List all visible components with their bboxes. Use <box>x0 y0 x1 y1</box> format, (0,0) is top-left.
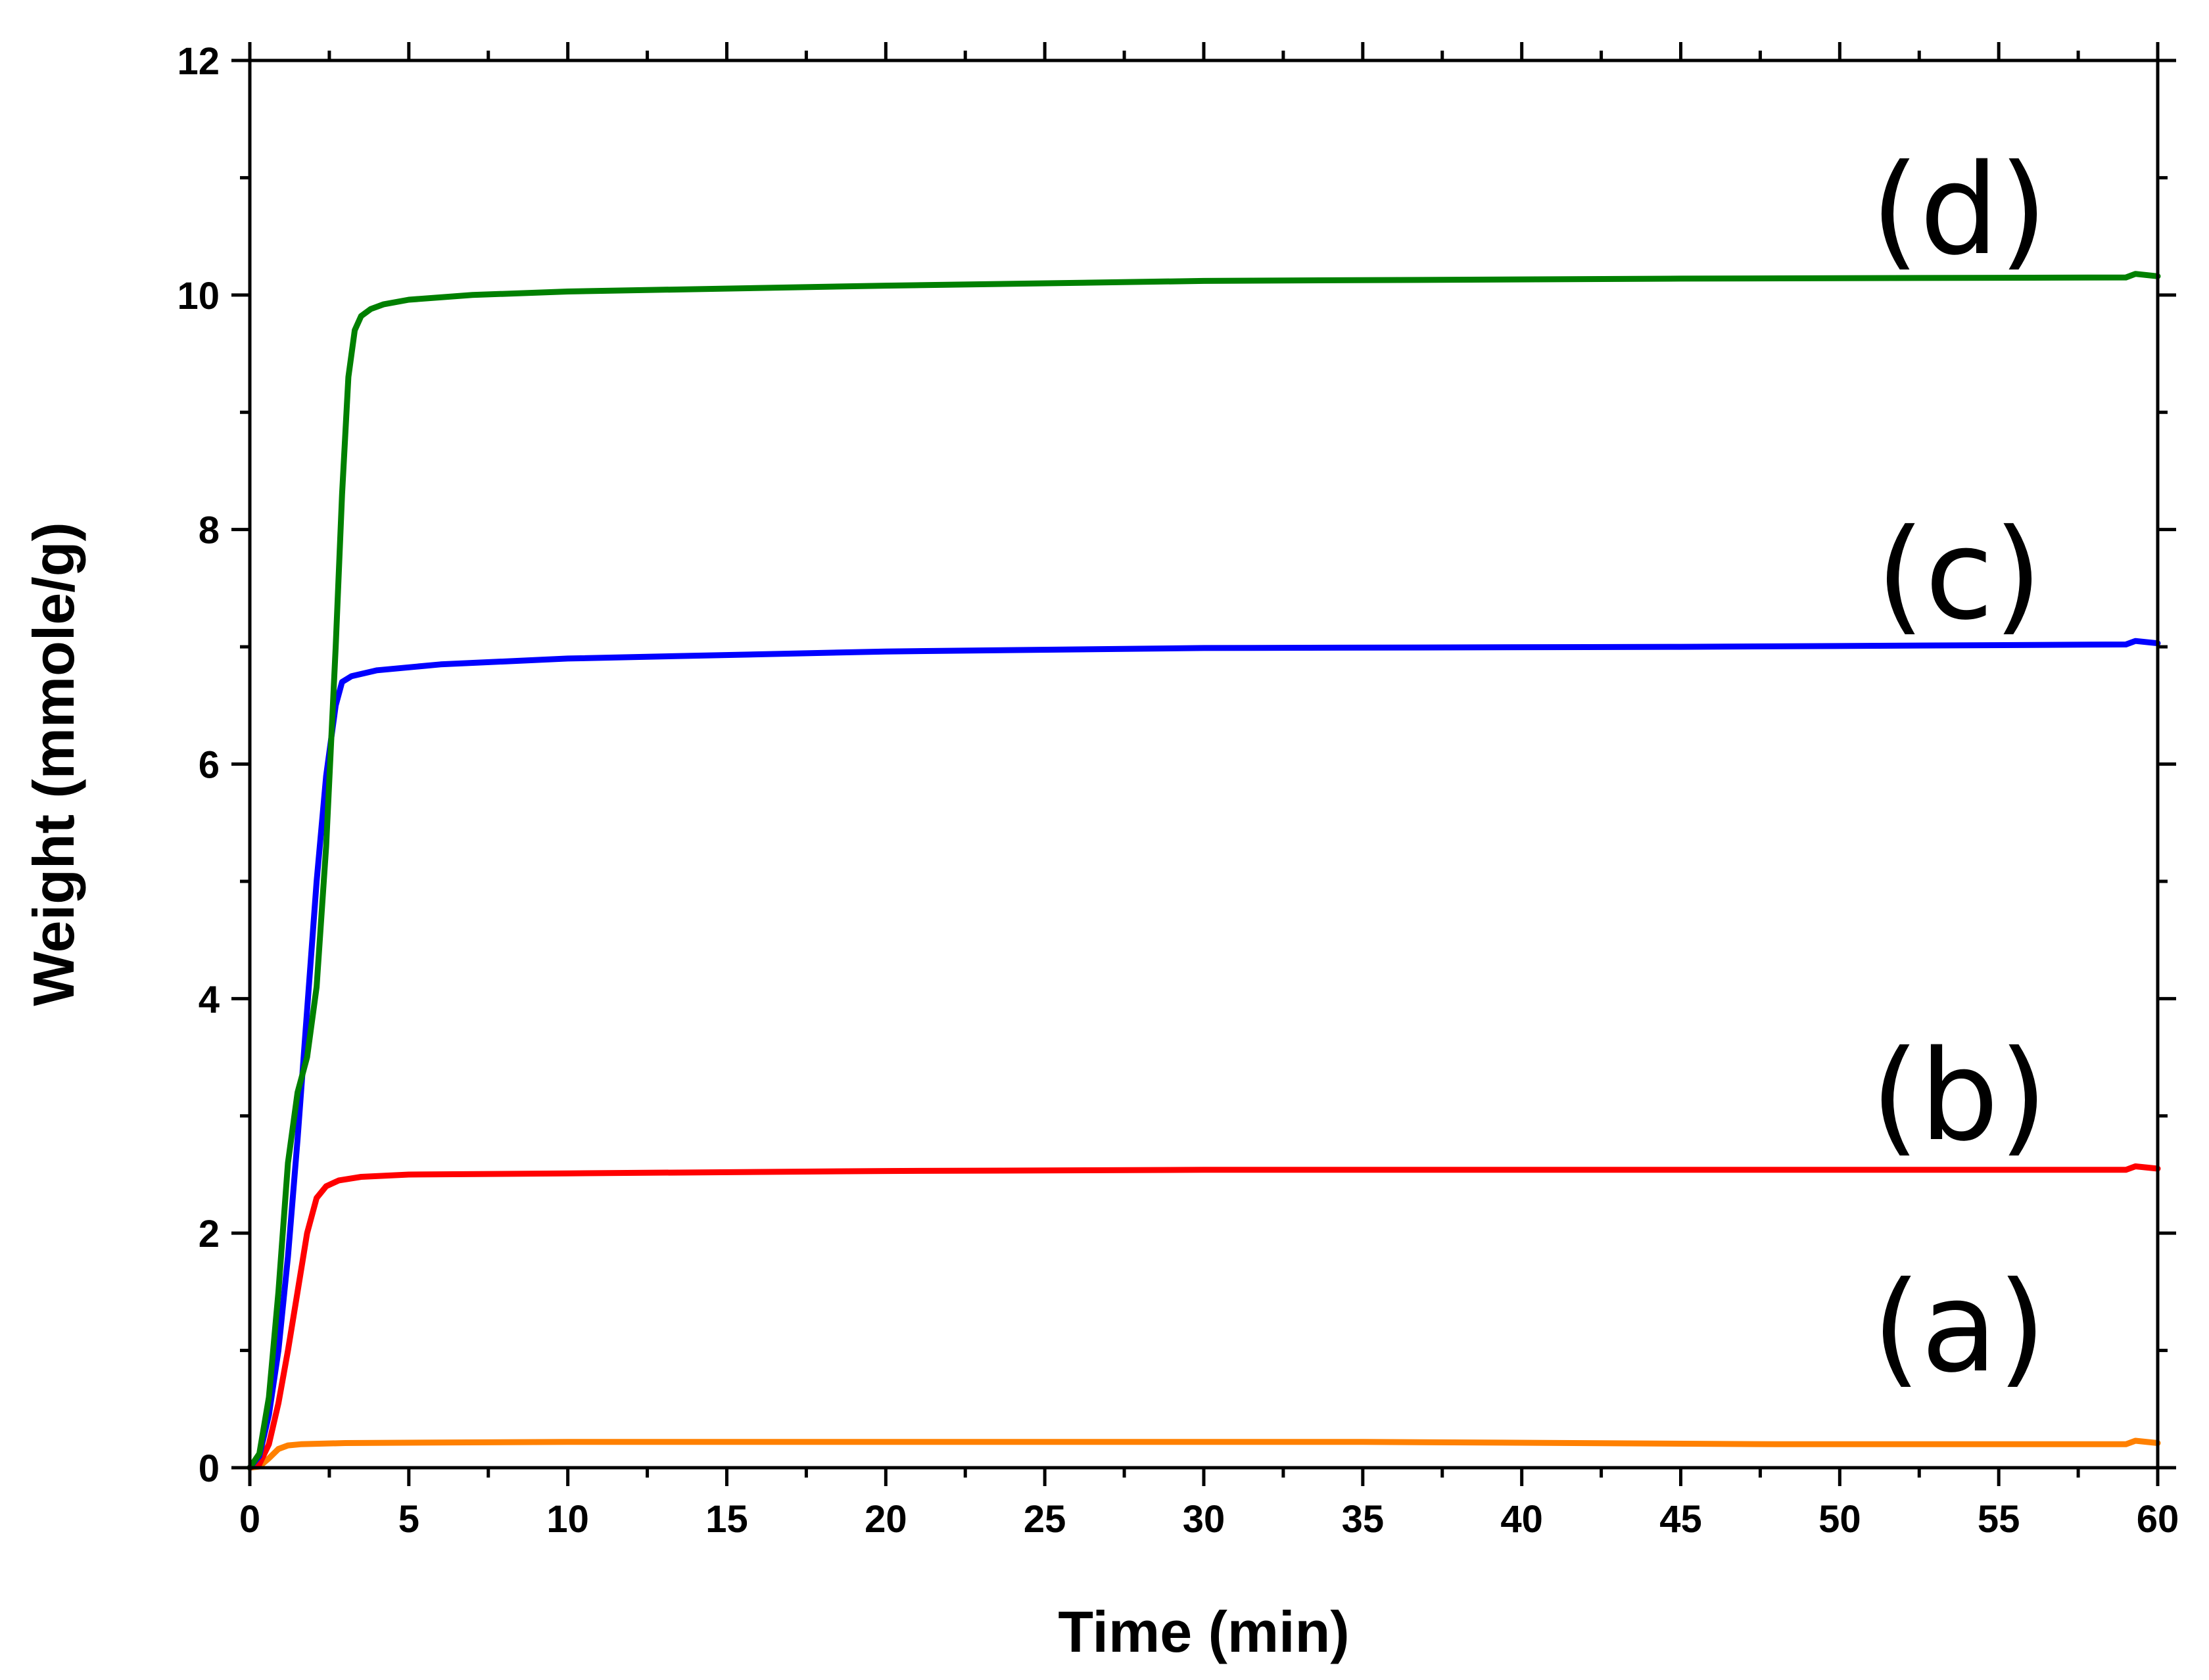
series-layer <box>247 271 2161 1471</box>
x-tick-label: 15 <box>705 1498 748 1541</box>
y-tick-label: 8 <box>199 509 220 552</box>
series-line-d <box>247 271 2161 1471</box>
series-label-a: (a) <box>1872 1255 2047 1400</box>
series-line-a <box>247 1437 2161 1471</box>
series-line-b <box>247 1163 2161 1471</box>
x-tick-label: 25 <box>1024 1498 1066 1541</box>
x-tick-label: 40 <box>1500 1498 1543 1541</box>
x-axis-title: Time (min) <box>1058 1599 1349 1664</box>
series-label-c: (c) <box>1876 502 2043 647</box>
series-label-d: (d) <box>1871 137 2048 283</box>
x-tick-label: 0 <box>239 1498 260 1541</box>
x-tick-label: 60 <box>2137 1498 2179 1541</box>
y-tick-label: 6 <box>199 744 220 787</box>
y-tick-label: 4 <box>199 978 220 1021</box>
y-tick-label: 10 <box>177 275 220 317</box>
series-line-c <box>247 638 2161 1471</box>
x-tick-label: 10 <box>546 1498 589 1541</box>
x-tick-label: 45 <box>1659 1498 1702 1541</box>
x-tick-label: 35 <box>1342 1498 1385 1541</box>
x-tick-label: 55 <box>1978 1498 2020 1541</box>
y-tick-label: 12 <box>177 40 220 83</box>
x-tick-label: 20 <box>865 1498 907 1541</box>
x-tick-label: 30 <box>1183 1498 1225 1541</box>
y-axis-title: Weight (mmole/g) <box>21 522 86 1006</box>
series-label-layer: (a) (b) (c) (d) <box>1871 137 2048 1400</box>
series-label-b: (b) <box>1871 1023 2048 1169</box>
y-tick-label: 0 <box>199 1447 220 1490</box>
axes: 0 5 10 15 20 25 30 35 40 45 50 55 60 0 2 4 6 8 10 12 <box>177 40 2179 1541</box>
x-tick-label: 50 <box>1818 1498 1861 1541</box>
y-tick-label: 2 <box>199 1213 220 1255</box>
x-tick-label: 5 <box>398 1498 419 1541</box>
